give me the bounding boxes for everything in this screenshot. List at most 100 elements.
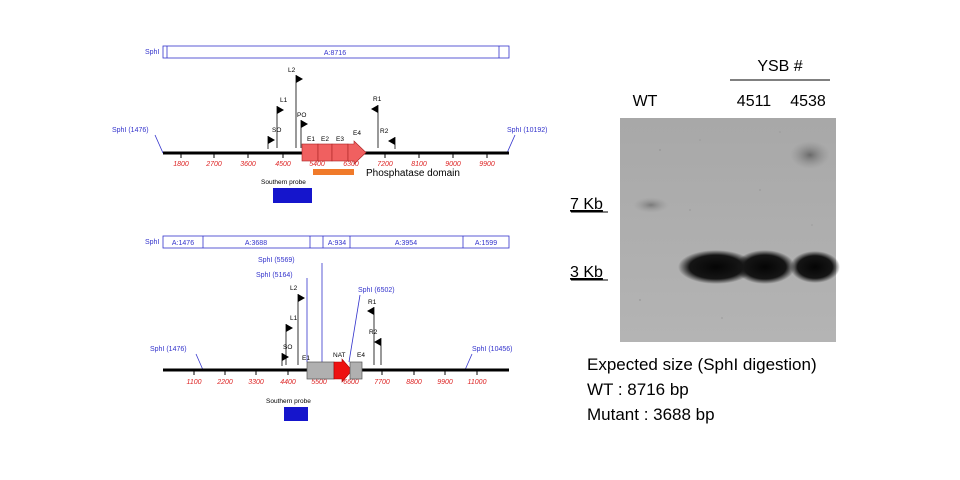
- top-right-site-label: SphI (10192): [507, 127, 547, 134]
- bottom-probe-label: Southern probe: [266, 398, 311, 405]
- exon-label: E3: [336, 136, 344, 143]
- top-tick-label: 7200: [377, 161, 393, 168]
- blot-noise: [639, 131, 813, 319]
- marker-3kb: 3 Kb: [570, 264, 603, 281]
- top-segment-bar: [162, 45, 510, 59]
- bottom-southern-probe: [284, 407, 308, 421]
- note-wt-size: WT : 8716 bp: [587, 380, 689, 399]
- primer-label: R2: [369, 329, 378, 336]
- exon-E3: [331, 143, 349, 162]
- lane-label-4511: 4511: [737, 93, 772, 110]
- band-4538-3688: [790, 251, 840, 283]
- bottom-tick-label: 4400: [280, 379, 296, 386]
- bottom-right-site-label: SphI (10456): [472, 346, 512, 353]
- mutant-map: SphI A:1476 A:3688 A:934 A:3954 A:1599 S…: [145, 235, 512, 421]
- note-expected-size: Expected size (SphI digestion): [587, 355, 817, 374]
- bottom-tick-label: 2200: [216, 379, 233, 386]
- primer-label: L1: [290, 315, 298, 322]
- top-exons: E1 E2 E3 E4: [301, 130, 367, 165]
- top-southern-probe: [273, 188, 312, 203]
- bottom-tick-label: 11000: [468, 379, 487, 386]
- ysb-group-label: YSB #: [757, 58, 802, 75]
- bottom-right-site-leader: [464, 353, 473, 371]
- top-tick-label: 9000: [445, 161, 461, 168]
- site-label-6502: SphI (6502): [358, 287, 395, 294]
- bottom-tick-label: 9900: [437, 379, 453, 386]
- bottom-primer-R2: R2: [369, 329, 382, 365]
- top-primer-PO: PO: [297, 112, 308, 148]
- top-primer-L2: L2: [288, 67, 303, 148]
- top-tick-label: 3600: [240, 161, 256, 168]
- note-mutant-size: Mutant : 3688 bp: [587, 405, 715, 424]
- marker-7kb: 7 Kb: [570, 196, 603, 213]
- top-tick-label: 9900: [479, 161, 495, 168]
- exon-label: E4: [353, 130, 361, 137]
- primer-label: SO: [283, 344, 292, 351]
- top-tick-label: 1800: [173, 161, 189, 168]
- top-primer-SO: SO: [267, 127, 281, 149]
- band-4511a-3688: [678, 250, 754, 284]
- top-tick-label: 6300: [343, 161, 359, 168]
- top-probe-label: Southern probe: [261, 179, 306, 186]
- bottom-segment-label: A:3954: [395, 240, 417, 247]
- bottom-E1-box: [306, 361, 335, 380]
- exon-label: E2: [321, 136, 329, 143]
- site-label-5569: SphI (5569): [258, 257, 295, 264]
- band-4538-upper: [790, 141, 830, 169]
- top-primer-R1: R1: [371, 96, 382, 148]
- bottom-tick-label: 3300: [248, 379, 264, 386]
- primer-label: L2: [290, 285, 298, 292]
- top-tick-label: 4500: [275, 161, 291, 168]
- primer-label: L2: [288, 67, 296, 74]
- bottom-primer-R1: R1: [367, 299, 377, 365]
- primer-label: PO: [297, 112, 306, 119]
- primer-label: R1: [373, 96, 382, 103]
- phosphatase-domain-label: Phosphatase domain: [366, 168, 460, 179]
- bottom-tick-label: 5500: [311, 379, 327, 386]
- top-bar-segment-label: A:8716: [324, 50, 346, 57]
- site-leader-6502: [348, 294, 361, 363]
- nat-marker-arrow: [333, 358, 353, 383]
- top-tick-labels: 1800 2700 3600 4500 5400 6300 7200 8100 …: [173, 161, 495, 168]
- bottom-left-site-leader: [195, 353, 204, 371]
- bottom-segment-label: A:1476: [172, 240, 194, 247]
- bottom-tick-label: 1100: [186, 379, 201, 386]
- primer-label: SO: [272, 127, 281, 134]
- top-right-site-leader: [506, 134, 516, 154]
- lane-label-4538: 4538: [790, 93, 826, 110]
- bottom-tick-labels: 1100 2200 3300 4400 5500 6600 7700 8800 …: [186, 379, 486, 386]
- top-left-site-leader: [154, 134, 164, 154]
- wt-map: SphI A:8716 SphI (1476) SphI (10192) 180…: [112, 45, 547, 203]
- bottom-tick-label: 7700: [374, 379, 390, 386]
- bottom-tick-label: 8800: [406, 379, 422, 386]
- top-primer-L1: L1: [276, 97, 288, 148]
- top-tick-label: 5400: [309, 161, 325, 168]
- primer-label: L1: [280, 97, 288, 104]
- primer-label: R2: [380, 128, 389, 135]
- feature-label-E1: E1: [302, 355, 310, 362]
- southern-blot: YSB # WT 4511 4538 7 Kb 3 Kb: [570, 58, 840, 342]
- exon-label: E1: [307, 136, 315, 143]
- exon-E2: [317, 143, 333, 162]
- bottom-segment-label: A:934: [328, 240, 346, 247]
- phosphatase-domain-bar: [313, 169, 354, 175]
- lane-label-wt: WT: [633, 93, 658, 110]
- bottom-left-site-label: SphI (1476): [150, 346, 187, 353]
- top-left-site-label: SphI (1476): [112, 127, 149, 134]
- bottom-segment-label: A:1599: [475, 240, 497, 247]
- site-label-5164: SphI (5164): [256, 272, 293, 279]
- bottom-bar-left-label: SphI: [145, 239, 159, 246]
- band-4511b-3688: [735, 250, 795, 284]
- feature-label-NAT: NAT: [333, 352, 346, 359]
- bottom-segment-label: A:3688: [245, 240, 267, 247]
- top-tick-label: 8100: [411, 161, 427, 168]
- bottom-primer-L2: L2: [290, 285, 305, 365]
- top-primer-R2: R2: [380, 128, 396, 149]
- bottom-segment-bar: [162, 235, 510, 249]
- band-wt-8716: [633, 197, 669, 213]
- top-tick-label: 2700: [205, 161, 222, 168]
- exon-E1: [301, 143, 319, 162]
- top-bar-left-label: SphI: [145, 49, 159, 56]
- primer-label: R1: [368, 299, 377, 306]
